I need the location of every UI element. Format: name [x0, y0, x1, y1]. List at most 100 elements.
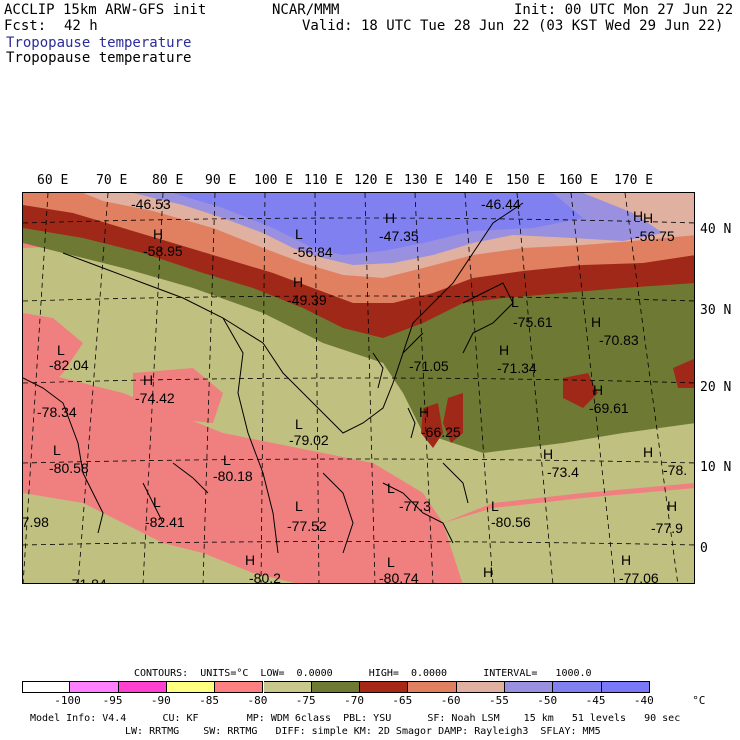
map-label: L [511, 294, 519, 310]
map-label: L [295, 226, 303, 242]
colorbar-tick-label: -75 [295, 694, 316, 707]
map-label: -80.18 [213, 468, 253, 484]
map-label: -78.34 [37, 404, 77, 420]
shade-minus65 [673, 358, 694, 388]
colorbar-swatch [311, 681, 361, 693]
map-canvas: -46.53 -46.44 H -58.95 H L -56.84 H -47.… [23, 193, 694, 584]
map-label: -58.95 [143, 243, 183, 259]
map-label: -47.35 [379, 228, 419, 244]
map-label: L [223, 452, 231, 468]
model-info-line2: LW: RRTMG SW: RRTMG DIFF: simple KM: 2D … [125, 726, 601, 737]
lon-label: 160 E [559, 173, 599, 188]
shade-minus80 [133, 368, 223, 423]
colorbar-swatch [166, 681, 216, 693]
map-label: H [543, 446, 553, 462]
map-label: -78. [663, 462, 687, 478]
colorbar-swatch [215, 681, 264, 693]
map-label: H [499, 342, 509, 358]
lat-label: 10 N [700, 460, 732, 475]
lon-label: 150 E [506, 173, 546, 188]
map-label: -80.58 [49, 460, 89, 476]
map-label: H [633, 208, 643, 224]
shade-minus75 [443, 488, 694, 583]
map-label: -70.83 [599, 332, 639, 348]
colorbar-swatch [408, 681, 457, 693]
map-label: L [57, 342, 65, 358]
map-label: H [245, 552, 255, 568]
colorbar-tick-label: -85 [199, 694, 220, 707]
colorbar-swatch [263, 681, 312, 693]
graticule [23, 193, 694, 583]
map-label: L [491, 498, 499, 514]
lon-label: 100 E [254, 173, 294, 188]
tropopause-temperature-map: -46.53 -46.44 H -58.95 H L -56.84 H -47.… [22, 192, 695, 584]
colorbar-tick-label: -50 [537, 694, 558, 707]
map-label: -79.02 [289, 432, 329, 448]
map-label: -69.61 [589, 400, 629, 416]
colorbar-swatch [118, 681, 167, 693]
coastlines [23, 202, 524, 554]
map-label: -77.52 [287, 518, 327, 534]
colorbar-swatch [456, 681, 505, 693]
shade-minus65 [443, 393, 463, 443]
model-info-line1: Model Info: V4.4 CU: KF MP: WDM 6class P… [30, 713, 681, 724]
model-title: ACCLIP 15km ARW-GFS init [4, 2, 207, 18]
map-label: H [483, 564, 493, 580]
map-label: L [387, 480, 395, 496]
map-label: H [621, 552, 631, 568]
lon-label: 110 E [304, 173, 344, 188]
lon-label: 170 E [614, 173, 654, 188]
map-label: -56.75 [635, 228, 675, 244]
organization: NCAR/MMM [272, 2, 340, 18]
forecast-hour: 42 h [64, 18, 98, 34]
lon-label: 80 E [152, 173, 184, 188]
map-label: -71.84 [67, 576, 107, 584]
shade-minus65 [563, 373, 598, 408]
map-label: -46.44 [481, 196, 521, 212]
map-label: L [53, 442, 61, 458]
lon-label: 130 E [404, 173, 444, 188]
map-label: -80.74 [379, 570, 419, 584]
map-label: H [293, 274, 303, 290]
colorbar-swatch [601, 681, 650, 693]
map-label: -7.98 [23, 514, 49, 530]
map-label: -77.06 [619, 570, 659, 584]
map-label: H [143, 372, 153, 388]
valid-time: Valid: 18 UTC Tue 28 Jun 22 (03 KST Wed … [302, 18, 724, 34]
lon-label: 70 E [96, 173, 128, 188]
colorbar-swatch [553, 681, 602, 693]
colorbar-tick-label: -60 [440, 694, 461, 707]
map-label: -82.41 [145, 514, 185, 530]
colorbar-tick-label: -95 [102, 694, 123, 707]
lon-label: 140 E [454, 173, 494, 188]
map-label: L [153, 494, 161, 510]
map-label: H [591, 314, 601, 330]
map-label: -56.84 [293, 244, 333, 260]
shade-minus80 [23, 313, 83, 403]
colorbar-tick-label: -70 [344, 694, 364, 707]
lon-label: 60 E [37, 173, 69, 188]
map-label: L [387, 554, 395, 570]
map-label: -46.53 [131, 196, 171, 212]
colorbar-tick-label: -40 [633, 694, 654, 707]
colorbar-tick-label: -90 [150, 694, 171, 707]
map-label: -71.34 [497, 360, 537, 376]
map-label: H [419, 404, 429, 420]
lon-label: 120 E [354, 173, 394, 188]
map-label: -77.9 [651, 520, 683, 536]
map-label: H [593, 382, 603, 398]
map-label: -80.2 [249, 570, 281, 584]
map-label: -71.05 [409, 358, 449, 374]
map-label: -49.39 [287, 292, 327, 308]
map-label: L [295, 498, 303, 514]
map-label: H [153, 226, 163, 242]
map-label: -80.56 [491, 514, 531, 530]
colorbar-swatch [70, 681, 119, 693]
map-annotations: -46.53 -46.44 H -58.95 H L -56.84 H -47.… [23, 196, 687, 584]
field-title-shaded: Tropopause temperature [6, 35, 192, 51]
lat-label: 20 N [700, 380, 732, 395]
shade-minus75 [23, 493, 295, 583]
colorbar-swatch [505, 681, 554, 693]
map-label: L [295, 416, 303, 432]
map-label: -75.61 [513, 314, 553, 330]
